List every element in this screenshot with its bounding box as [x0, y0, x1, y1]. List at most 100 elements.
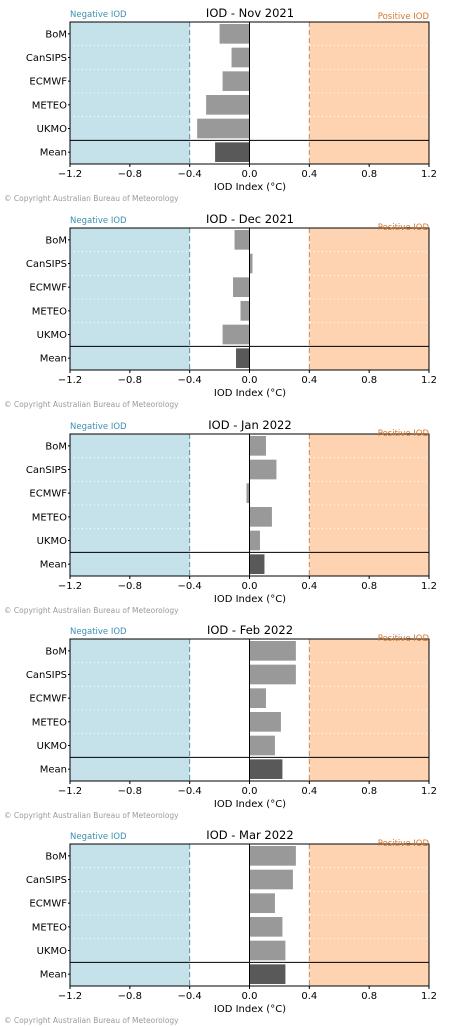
positive-iod-label: Positive IOD	[378, 223, 430, 233]
bar-ukmo	[222, 324, 250, 345]
x-tick-label: 0.0	[242, 581, 258, 592]
x-tick-label: −0.4	[178, 786, 202, 797]
category-label: BoM	[45, 851, 67, 862]
x-tick-label: 1.2	[421, 786, 437, 797]
x-tick-label: 0.0	[242, 375, 258, 386]
chart-title: IOD - Feb 2022	[207, 623, 293, 637]
negative-iod-region	[70, 434, 190, 576]
iod-chart-panel: BoM CanSIPS ECMWF METEO UKMO Mean −1.2 −0.8 −0.4…	[0, 0, 458, 205]
x-tick-label: 1.2	[421, 169, 437, 180]
bar-mean	[236, 348, 250, 368]
x-tick-label: 0.4	[301, 991, 317, 1002]
category-label: BoM	[45, 235, 67, 246]
chart-title: IOD - Mar 2022	[206, 828, 293, 842]
bar-cansips	[231, 47, 250, 68]
bar-meteo	[249, 917, 283, 937]
chart-title: IOD - Jan 2022	[208, 418, 291, 432]
x-tick-label: 0.0	[242, 169, 258, 180]
x-tick-label: 1.2	[421, 581, 437, 592]
x-tick-label: 1.2	[421, 375, 437, 386]
negative-iod-label: Negative IOD	[70, 10, 127, 20]
x-tick-label: 0.0	[242, 786, 258, 797]
x-axis-label: IOD Index (°C)	[214, 388, 286, 399]
x-tick-label: 0.8	[361, 991, 377, 1002]
category-label: CanSIPS	[26, 259, 67, 270]
copyright-text: © Copyright Australian Bureau of Meteoro…	[4, 1016, 179, 1025]
category-label: CanSIPS	[26, 53, 67, 64]
category-label: BoM	[45, 646, 67, 657]
x-axis-label: IOD Index (°C)	[214, 594, 286, 605]
positive-iod-label: Positive IOD	[378, 634, 430, 644]
category-label: Mean	[40, 970, 67, 981]
bar-meteo	[249, 712, 281, 732]
copyright-text: © Copyright Australian Bureau of Meteoro…	[4, 194, 179, 203]
bar-cansips	[249, 253, 253, 274]
category-label: Mean	[40, 560, 67, 571]
bar-meteo	[249, 507, 272, 527]
copyright-text: © Copyright Australian Bureau of Meteoro…	[4, 400, 179, 409]
x-tick-label: −0.4	[178, 581, 202, 592]
x-tick-label: 0.4	[301, 169, 317, 180]
bar-mean	[215, 142, 250, 162]
x-tick-label: −0.8	[118, 786, 142, 797]
copyright-text: © Copyright Australian Bureau of Meteoro…	[4, 811, 179, 820]
chart-title: IOD - Dec 2021	[206, 212, 294, 226]
positive-iod-region	[309, 228, 429, 370]
iod-chart-panel: BoM CanSIPS ECMWF METEO UKMO Mean −1.2 −0.8 −0.4…	[0, 206, 458, 411]
negative-iod-region	[70, 228, 190, 370]
x-tick-label: 1.2	[421, 991, 437, 1002]
iod-chart-panel: BoM CanSIPS ECMWF METEO UKMO Mean −1.2 −0.8 −0.4…	[0, 617, 458, 822]
x-tick-label: −0.4	[178, 991, 202, 1002]
category-label: ECMWF	[29, 489, 67, 500]
category-label: ECMWF	[29, 694, 67, 705]
bar-bom	[219, 24, 250, 44]
bar-cansips	[249, 459, 277, 480]
bar-ecmwf	[233, 277, 250, 297]
bar-bom	[234, 230, 250, 250]
bar-mean	[249, 964, 286, 984]
iod-chart: BoM CanSIPS ECMWF METEO UKMO Mean −1.2 −0.8 −0.4…	[26, 828, 437, 1015]
category-label: METEO	[32, 512, 67, 523]
category-label: UKMO	[37, 536, 68, 547]
bar-ukmo	[249, 735, 275, 756]
x-tick-label: −1.2	[58, 991, 82, 1002]
x-tick-label: −1.2	[58, 786, 82, 797]
x-tick-label: −0.8	[118, 169, 142, 180]
category-label: METEO	[32, 717, 67, 728]
bar-cansips	[249, 664, 296, 685]
category-label: CanSIPS	[26, 875, 67, 886]
category-label: METEO	[32, 306, 67, 317]
positive-iod-label: Positive IOD	[378, 839, 430, 849]
category-label: ECMWF	[29, 283, 67, 294]
bar-ukmo	[249, 940, 286, 961]
category-label: ECMWF	[29, 899, 67, 910]
negative-iod-region	[70, 639, 190, 781]
copyright-text: © Copyright Australian Bureau of Meteoro…	[4, 606, 179, 615]
x-tick-label: −0.8	[118, 581, 142, 592]
x-tick-label: 0.8	[361, 375, 377, 386]
x-tick-label: −0.8	[118, 991, 142, 1002]
x-tick-label: 0.4	[301, 581, 317, 592]
iod-chart: BoM CanSIPS ECMWF METEO UKMO Mean −1.2 −0.8 −0.4…	[26, 6, 437, 193]
bar-ecmwf	[249, 688, 266, 708]
negative-iod-region	[70, 844, 190, 986]
positive-iod-region	[309, 434, 429, 576]
category-label: BoM	[45, 29, 67, 40]
positive-iod-region	[309, 844, 429, 986]
chart-title: IOD - Nov 2021	[206, 6, 294, 20]
x-tick-label: −0.4	[178, 375, 202, 386]
bar-meteo	[206, 95, 250, 115]
x-tick-label: 0.4	[301, 375, 317, 386]
negative-iod-region	[70, 22, 190, 164]
category-label: CanSIPS	[26, 465, 67, 476]
bar-mean	[249, 759, 283, 779]
bar-mean	[249, 554, 265, 574]
category-label: UKMO	[37, 330, 68, 341]
iod-chart: BoM CanSIPS ECMWF METEO UKMO Mean −1.2 −0.8 −0.4…	[26, 418, 437, 605]
category-label: BoM	[45, 441, 67, 452]
x-tick-label: 0.8	[361, 581, 377, 592]
positive-iod-region	[309, 639, 429, 781]
bar-ukmo	[249, 530, 260, 551]
x-tick-label: −1.2	[58, 581, 82, 592]
x-tick-label: −1.2	[58, 169, 82, 180]
